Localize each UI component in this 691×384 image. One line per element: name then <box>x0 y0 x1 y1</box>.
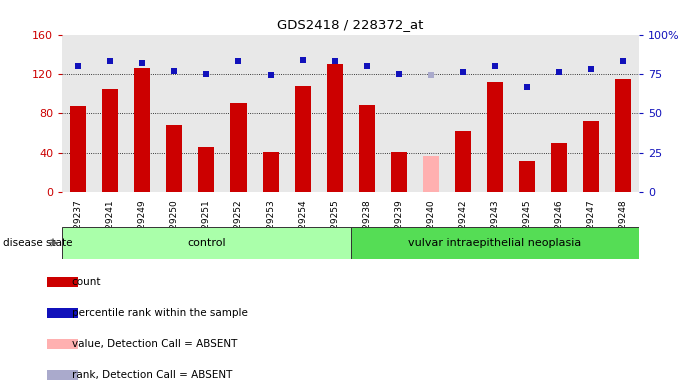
Bar <box>390 152 407 192</box>
Bar <box>134 68 151 192</box>
Bar <box>615 79 631 192</box>
Bar <box>519 161 535 192</box>
Bar <box>47 276 78 286</box>
Bar <box>231 103 247 192</box>
Bar <box>47 308 78 318</box>
Text: control: control <box>187 238 226 248</box>
Bar <box>62 227 350 259</box>
Bar <box>487 82 503 192</box>
Text: disease state: disease state <box>3 238 73 248</box>
Bar <box>102 89 118 192</box>
Bar <box>47 339 78 349</box>
Bar <box>327 64 343 192</box>
Bar <box>551 143 567 192</box>
Bar <box>70 106 86 192</box>
Bar <box>359 106 375 192</box>
Bar <box>47 370 78 380</box>
Text: rank, Detection Call = ABSENT: rank, Detection Call = ABSENT <box>72 370 232 380</box>
Title: GDS2418 / 228372_at: GDS2418 / 228372_at <box>278 18 424 31</box>
Bar <box>198 147 214 192</box>
Bar <box>294 86 311 192</box>
Bar <box>455 131 471 192</box>
Bar <box>263 152 278 192</box>
Text: percentile rank within the sample: percentile rank within the sample <box>72 308 248 318</box>
Text: value, Detection Call = ABSENT: value, Detection Call = ABSENT <box>72 339 237 349</box>
Bar <box>167 125 182 192</box>
Text: count: count <box>72 276 102 287</box>
Bar <box>583 121 599 192</box>
Bar <box>423 156 439 192</box>
Bar <box>350 227 639 259</box>
Text: vulvar intraepithelial neoplasia: vulvar intraepithelial neoplasia <box>408 238 582 248</box>
